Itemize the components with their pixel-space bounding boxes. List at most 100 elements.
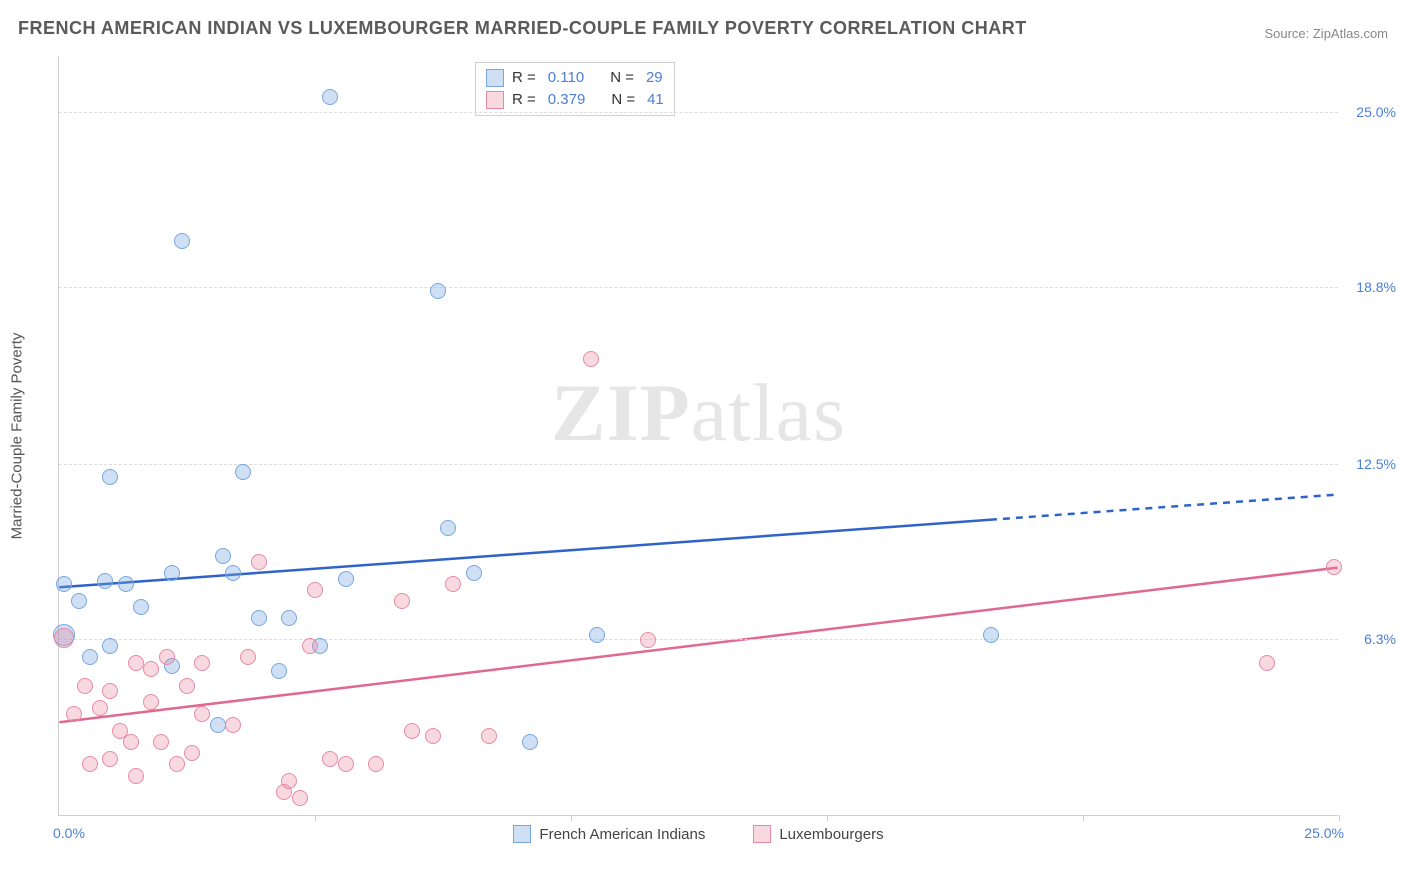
y-axis-title: Married-Couple Family Poverty [9, 332, 26, 539]
data-point [174, 233, 190, 249]
data-point [235, 464, 251, 480]
ytick-label: 6.3% [1346, 631, 1396, 647]
gridline-h [59, 639, 1338, 640]
data-point [128, 768, 144, 784]
data-point [1326, 559, 1342, 575]
legend-bottom: French American Indians Luxembourgers [59, 825, 1338, 843]
data-point [194, 706, 210, 722]
data-point [97, 573, 113, 589]
gridline-h [59, 464, 1338, 465]
legend-series-name: French American Indians [539, 826, 705, 843]
data-point [404, 723, 420, 739]
data-point [143, 661, 159, 677]
ytick-label: 12.5% [1346, 456, 1396, 472]
trend-lines [59, 56, 1338, 815]
legend-r-value: 0.110 [548, 67, 584, 89]
data-point [128, 655, 144, 671]
data-point [194, 655, 210, 671]
data-point [466, 565, 482, 581]
legend-swatch [486, 69, 504, 87]
ytick-label: 25.0% [1346, 104, 1396, 120]
data-point [292, 790, 308, 806]
data-point [179, 678, 195, 694]
data-point [251, 610, 267, 626]
xtick [827, 815, 828, 821]
data-point [240, 649, 256, 665]
data-point [281, 610, 297, 626]
data-point [184, 745, 200, 761]
xtick [571, 815, 572, 821]
legend-bottom-item: Luxembourgers [753, 825, 883, 843]
data-point [225, 565, 241, 581]
watermark-rest: atlas [691, 367, 846, 458]
data-point [77, 678, 93, 694]
data-point [640, 632, 656, 648]
data-point [82, 756, 98, 772]
data-point [338, 756, 354, 772]
data-point [133, 599, 149, 615]
xtick [315, 815, 316, 821]
data-point [322, 751, 338, 767]
data-point [481, 728, 497, 744]
watermark-bold: ZIP [551, 367, 691, 458]
xtick [1339, 815, 1340, 821]
legend-top: R =0.110N =29R =0.379N =41 [475, 62, 675, 116]
data-point [445, 576, 461, 592]
data-point [368, 756, 384, 772]
data-point [215, 548, 231, 564]
legend-r-value: 0.379 [548, 89, 586, 111]
legend-n-value: 29 [646, 67, 663, 89]
data-point [143, 694, 159, 710]
gridline-h [59, 287, 1338, 288]
data-point [983, 627, 999, 643]
data-point [225, 717, 241, 733]
chart-container: FRENCH AMERICAN INDIAN VS LUXEMBOURGER M… [0, 0, 1406, 892]
data-point [440, 520, 456, 536]
data-point [302, 638, 318, 654]
plot-area: Married-Couple Family Poverty ZIPatlas R… [58, 56, 1338, 816]
data-point [430, 283, 446, 299]
data-point [322, 89, 338, 105]
data-point [251, 554, 267, 570]
source-label: Source: ZipAtlas.com [1264, 26, 1388, 41]
data-point [71, 593, 87, 609]
legend-n-label: N = [611, 89, 635, 111]
data-point [522, 734, 538, 750]
legend-series-name: Luxembourgers [779, 826, 883, 843]
legend-swatch [753, 825, 771, 843]
data-point [164, 565, 180, 581]
data-point [307, 582, 323, 598]
data-point [425, 728, 441, 744]
legend-r-label: R = [512, 67, 536, 89]
data-point [118, 576, 134, 592]
chart-title: FRENCH AMERICAN INDIAN VS LUXEMBOURGER M… [18, 18, 1027, 39]
legend-top-row: R =0.379N =41 [486, 89, 664, 111]
xtick [1083, 815, 1084, 821]
data-point [102, 638, 118, 654]
data-point [56, 576, 72, 592]
data-point [92, 700, 108, 716]
legend-swatch [513, 825, 531, 843]
legend-bottom-item: French American Indians [513, 825, 705, 843]
data-point [271, 663, 287, 679]
data-point [589, 627, 605, 643]
legend-top-row: R = 0.110 N = 29 [486, 67, 664, 89]
data-point [153, 734, 169, 750]
watermark: ZIPatlas [551, 366, 846, 460]
ytick-label: 18.8% [1346, 279, 1396, 295]
data-point [159, 649, 175, 665]
data-point [210, 717, 226, 733]
data-point [102, 751, 118, 767]
gridline-h [59, 112, 1338, 113]
data-point [102, 683, 118, 699]
data-point [394, 593, 410, 609]
data-point [54, 628, 74, 648]
data-point [66, 706, 82, 722]
data-point [102, 469, 118, 485]
data-point [338, 571, 354, 587]
data-point [281, 773, 297, 789]
data-point [583, 351, 599, 367]
data-point [169, 756, 185, 772]
legend-n-label: N = [610, 67, 634, 89]
data-point [82, 649, 98, 665]
